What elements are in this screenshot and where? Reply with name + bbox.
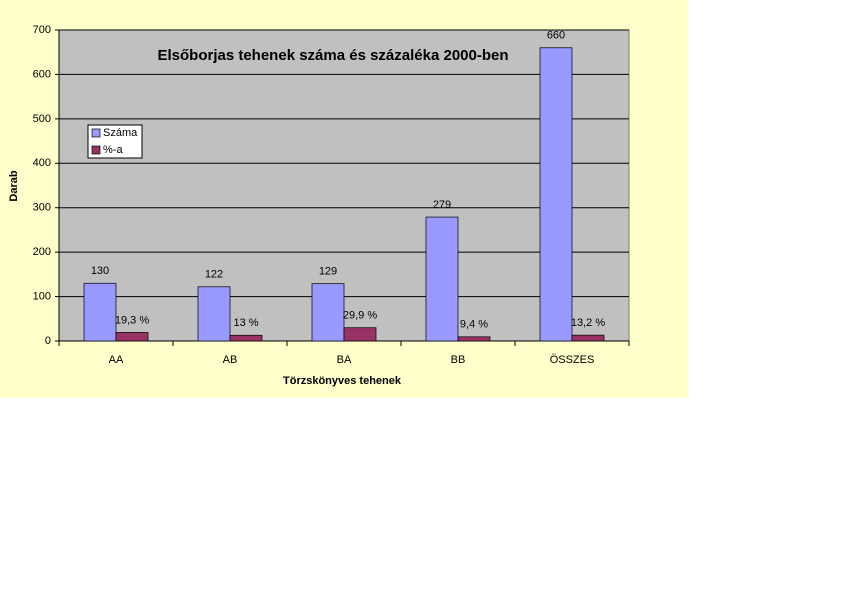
bar	[571, 334, 605, 342]
value-label: 29,9 %	[343, 310, 377, 322]
x-tick-label: BB	[451, 354, 466, 366]
value-label: 9,4 %	[460, 319, 488, 331]
x-tick-label: AA	[109, 354, 124, 366]
legend-label: %-a	[103, 144, 123, 156]
chart-title: Elsőborjas tehenek száma és százaléka 20…	[157, 47, 508, 64]
bar	[115, 332, 149, 342]
y-tick-label: 300	[33, 202, 51, 214]
legend: Száma %-a	[91, 127, 138, 156]
x-tick-label: ÖSSZES	[550, 354, 595, 366]
y-axis-label: Darab	[8, 170, 20, 201]
y-tick-label: 0	[45, 335, 51, 347]
bar	[311, 283, 345, 342]
legend-swatch	[91, 145, 101, 155]
bar	[83, 282, 117, 342]
y-tick-label: 600	[33, 68, 51, 80]
bar	[425, 216, 459, 342]
x-tick-label: AB	[223, 354, 238, 366]
value-label: 122	[205, 269, 223, 281]
y-tick-label: 500	[33, 113, 51, 125]
x-tick-label: BA	[337, 354, 352, 366]
y-tick-label: 700	[33, 24, 51, 36]
value-label: 13,2 %	[571, 317, 605, 329]
x-axis-label: Törzskönyves tehenek	[283, 375, 402, 387]
legend-label: Száma	[103, 127, 138, 139]
y-tick-label: 200	[33, 246, 51, 258]
bar	[343, 327, 377, 342]
bar	[229, 334, 263, 342]
bar	[197, 286, 231, 342]
bar	[539, 47, 573, 342]
marks: AA 130 19,3 % AB 122 13 % BA 129 29,9 % BB 279 9,4 …	[83, 30, 605, 366]
bar	[457, 336, 491, 342]
value-label: 19,3 %	[115, 314, 149, 326]
value-label: 660	[547, 30, 565, 42]
y-tick-label: 400	[33, 157, 51, 169]
value-label: 130	[91, 265, 109, 277]
legend-swatch	[91, 128, 101, 138]
value-label: 13 %	[233, 317, 258, 329]
y-tick-label: 100	[33, 290, 51, 302]
value-label: 129	[319, 266, 337, 278]
value-label: 279	[433, 199, 451, 211]
